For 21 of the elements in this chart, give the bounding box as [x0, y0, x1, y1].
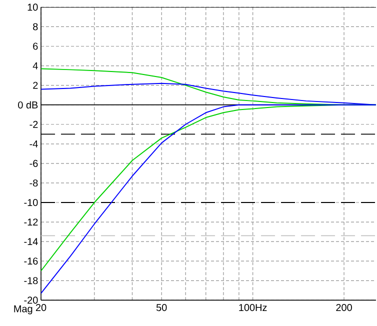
- x-tick-label: 50: [156, 304, 167, 311]
- y-tick-label: 6: [33, 42, 38, 50]
- y-tick-label: -18: [24, 277, 38, 284]
- x-tick-label: 20: [36, 304, 46, 311]
- y-tick-label: -6: [30, 160, 38, 167]
- y-tick-label: -20: [24, 296, 38, 304]
- y-tick-label: 10: [28, 4, 38, 11]
- y-tick-label: -14: [24, 238, 38, 245]
- y-tick-label: 2: [33, 82, 38, 89]
- y-tick-label: -8: [30, 179, 38, 186]
- y-tick-label: -16: [24, 258, 38, 265]
- y-axis-title: Mag: [14, 305, 32, 314]
- y-tick-label: -12: [24, 218, 38, 226]
- y-tick-label: -4: [30, 140, 38, 148]
- y-tick-label: 0 dB: [18, 101, 38, 108]
- y-tick-label: 8: [33, 23, 38, 30]
- x-tick-label: 200: [336, 304, 352, 311]
- x-tick-label: 100Hz: [239, 304, 267, 311]
- y-tick-label: -10: [24, 198, 38, 206]
- y-tick-label: -2: [30, 120, 38, 128]
- y-tick-label: 4: [32, 62, 38, 70]
